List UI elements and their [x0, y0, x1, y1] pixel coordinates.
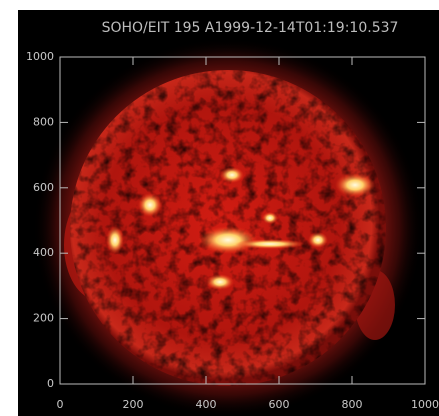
y-tick-label: 200 — [33, 312, 54, 325]
y-tick-label: 600 — [33, 181, 54, 194]
x-tick-label: 1000 — [411, 398, 439, 411]
page: SOHO/EIT 195 A1999-12-14T01:19:10.537 0 2… — [0, 0, 439, 416]
y-tick-label: 800 — [33, 115, 54, 128]
y-tick-label: 1000 — [26, 50, 54, 63]
x-tick-label: 200 — [123, 398, 144, 411]
y-tick-label: 400 — [33, 246, 54, 259]
x-tick-label: 400 — [196, 398, 217, 411]
y-tick-label: 0 — [47, 377, 54, 390]
chart: SOHO/EIT 195 A1999-12-14T01:19:10.537 0 2… — [0, 0, 439, 416]
chart-title: SOHO/EIT 195 A1999-12-14T01:19:10.537 — [102, 20, 399, 36]
x-tick-label: 0 — [57, 398, 64, 411]
x-tick-label: 600 — [269, 398, 290, 411]
x-tick-label: 800 — [342, 398, 363, 411]
